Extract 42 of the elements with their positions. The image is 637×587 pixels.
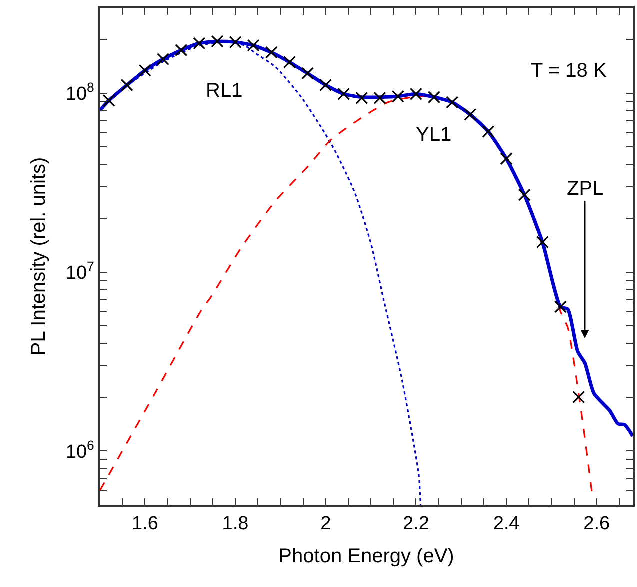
- y-tick-label: 10$^{7}$: [66, 258, 94, 284]
- point: [428, 91, 441, 104]
- point: [265, 46, 278, 59]
- point: [338, 88, 350, 100]
- point: [446, 96, 459, 109]
- point: [482, 125, 495, 138]
- point: [102, 94, 116, 107]
- y-tick-label: 10$^{6}$: [66, 438, 94, 463]
- annotation: T = 18 K: [531, 60, 608, 82]
- point: [410, 88, 422, 100]
- annotation: ZPL: [567, 178, 604, 200]
- y-tick-label: 10$^{8}$: [66, 80, 94, 106]
- x-axis-title: Photon Energy (eV): [278, 546, 454, 568]
- point: [120, 78, 134, 92]
- point: [138, 64, 152, 77]
- point: [500, 152, 513, 166]
- y-axis-title: PL Intensity (rel. units): [28, 157, 50, 356]
- x-tick-label: 1.8: [222, 514, 249, 535]
- point: [301, 67, 314, 80]
- point: [175, 44, 188, 57]
- x-tick-label: 1.6: [132, 514, 158, 535]
- point: [193, 37, 206, 50]
- x-tick-label: 2.4: [493, 514, 520, 535]
- point: [211, 35, 224, 48]
- annotation: YL1: [416, 124, 452, 146]
- point: [320, 78, 332, 92]
- point: [464, 108, 477, 121]
- point: [247, 39, 260, 52]
- point: [518, 188, 531, 202]
- point: [554, 300, 568, 314]
- point: [572, 390, 586, 404]
- point: [536, 236, 549, 249]
- point: [229, 36, 242, 49]
- x-tick-label: 2.6: [584, 514, 610, 535]
- point: [156, 53, 170, 66]
- x-tick-label: 2: [320, 514, 332, 535]
- point: [356, 92, 368, 104]
- x-tick-label: 2.2: [402, 514, 430, 535]
- point: [392, 90, 404, 103]
- point: [283, 56, 296, 69]
- point: [374, 92, 386, 104]
- annotation: RL1: [206, 80, 243, 102]
